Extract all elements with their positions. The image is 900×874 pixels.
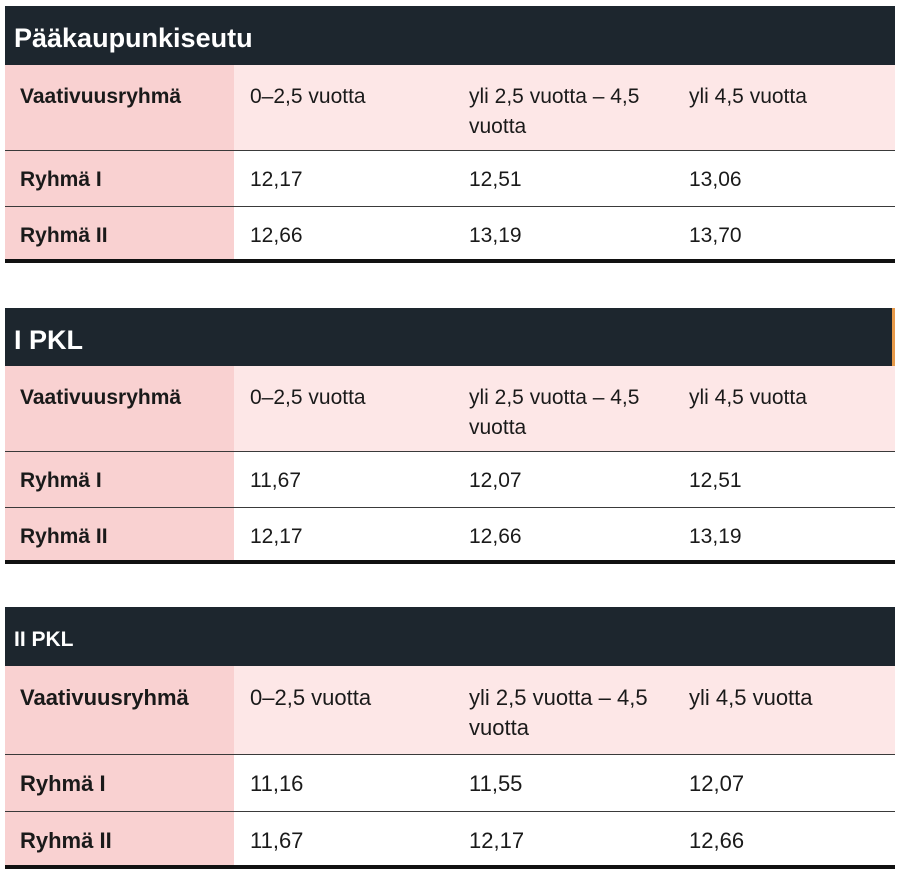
header-cell: yli 4,5 vuotta bbox=[689, 85, 807, 108]
table-title: Pääkaupunkiseutu bbox=[5, 6, 895, 65]
table-header-row: Vaativuusryhmä 0–2,5 vuotta yli 2,5 vuot… bbox=[5, 65, 895, 151]
table-row: Ryhmä II 12,17 12,66 13,19 bbox=[5, 508, 895, 564]
table-cell: 12,66 bbox=[250, 224, 303, 247]
table-cell: 12,51 bbox=[469, 168, 522, 191]
table-row: Ryhmä I 11,67 12,07 12,51 bbox=[5, 452, 895, 508]
header-cell: yli 2,5 vuotta – 4,5 vuotta bbox=[469, 386, 640, 439]
header-cell: 0–2,5 vuotta bbox=[250, 685, 372, 710]
table-cell: 12,07 bbox=[469, 469, 522, 492]
row-label: Ryhmä I bbox=[5, 755, 234, 811]
table-cell: 12,17 bbox=[250, 525, 303, 548]
table-row: Ryhmä I 12,17 12,51 13,06 bbox=[5, 151, 895, 207]
table-cell: 12,66 bbox=[469, 525, 522, 548]
table-cell: 13,19 bbox=[469, 224, 522, 247]
header-cell: Vaativuusryhmä bbox=[5, 65, 234, 150]
header-cell: 0–2,5 vuotta bbox=[250, 386, 366, 409]
table-row: Ryhmä II 11,67 12,17 12,66 bbox=[5, 812, 895, 869]
table-cell: 12,51 bbox=[689, 469, 742, 492]
table-cell: 12,17 bbox=[250, 168, 303, 191]
table-cell: 12,17 bbox=[469, 828, 525, 853]
table-title: II PKL bbox=[5, 607, 895, 666]
pay-table-i-pkl: I PKL Vaativuusryhmä 0–2,5 vuotta yli 2,… bbox=[5, 308, 895, 564]
header-cell: 0–2,5 vuotta bbox=[250, 85, 366, 108]
table-header-row: Vaativuusryhmä 0–2,5 vuotta yli 2,5 vuot… bbox=[5, 366, 895, 452]
table-row: Ryhmä II 12,66 13,19 13,70 bbox=[5, 207, 895, 263]
table-cell: 13,06 bbox=[689, 168, 742, 191]
header-cell: yli 4,5 vuotta bbox=[689, 685, 813, 710]
table-cell: 12,66 bbox=[689, 828, 745, 853]
table-cell: 13,70 bbox=[689, 224, 742, 247]
table-cell: 11,16 bbox=[250, 771, 304, 796]
pay-table-ii-pkl: II PKL Vaativuusryhmä 0–2,5 vuotta yli 2… bbox=[5, 607, 895, 869]
row-label: Ryhmä II bbox=[5, 207, 234, 259]
table-cell: 13,19 bbox=[689, 525, 742, 548]
header-cell: yli 4,5 vuotta bbox=[689, 386, 807, 409]
header-cell: yli 2,5 vuotta – 4,5 vuotta bbox=[469, 685, 648, 740]
table-title: I PKL bbox=[5, 308, 895, 366]
row-label: Ryhmä I bbox=[5, 151, 234, 206]
header-cell: yli 2,5 vuotta – 4,5 vuotta bbox=[469, 85, 640, 138]
header-cell: Vaativuusryhmä bbox=[5, 666, 234, 754]
row-label: Ryhmä II bbox=[5, 812, 234, 865]
table-header-row: Vaativuusryhmä 0–2,5 vuotta yli 2,5 vuot… bbox=[5, 666, 895, 755]
row-label: Ryhmä I bbox=[5, 452, 234, 507]
table-cell: 12,07 bbox=[689, 771, 745, 796]
pay-table-paakaupunkiseutu: Pääkaupunkiseutu Vaativuusryhmä 0–2,5 vu… bbox=[5, 6, 895, 263]
row-label: Ryhmä II bbox=[5, 508, 234, 560]
table-row: Ryhmä I 11,16 11,55 12,07 bbox=[5, 755, 895, 812]
table-cell: 11,67 bbox=[250, 469, 301, 492]
header-cell: Vaativuusryhmä bbox=[5, 366, 234, 451]
table-cell: 11,55 bbox=[469, 771, 523, 796]
table-cell: 11,67 bbox=[250, 828, 304, 853]
